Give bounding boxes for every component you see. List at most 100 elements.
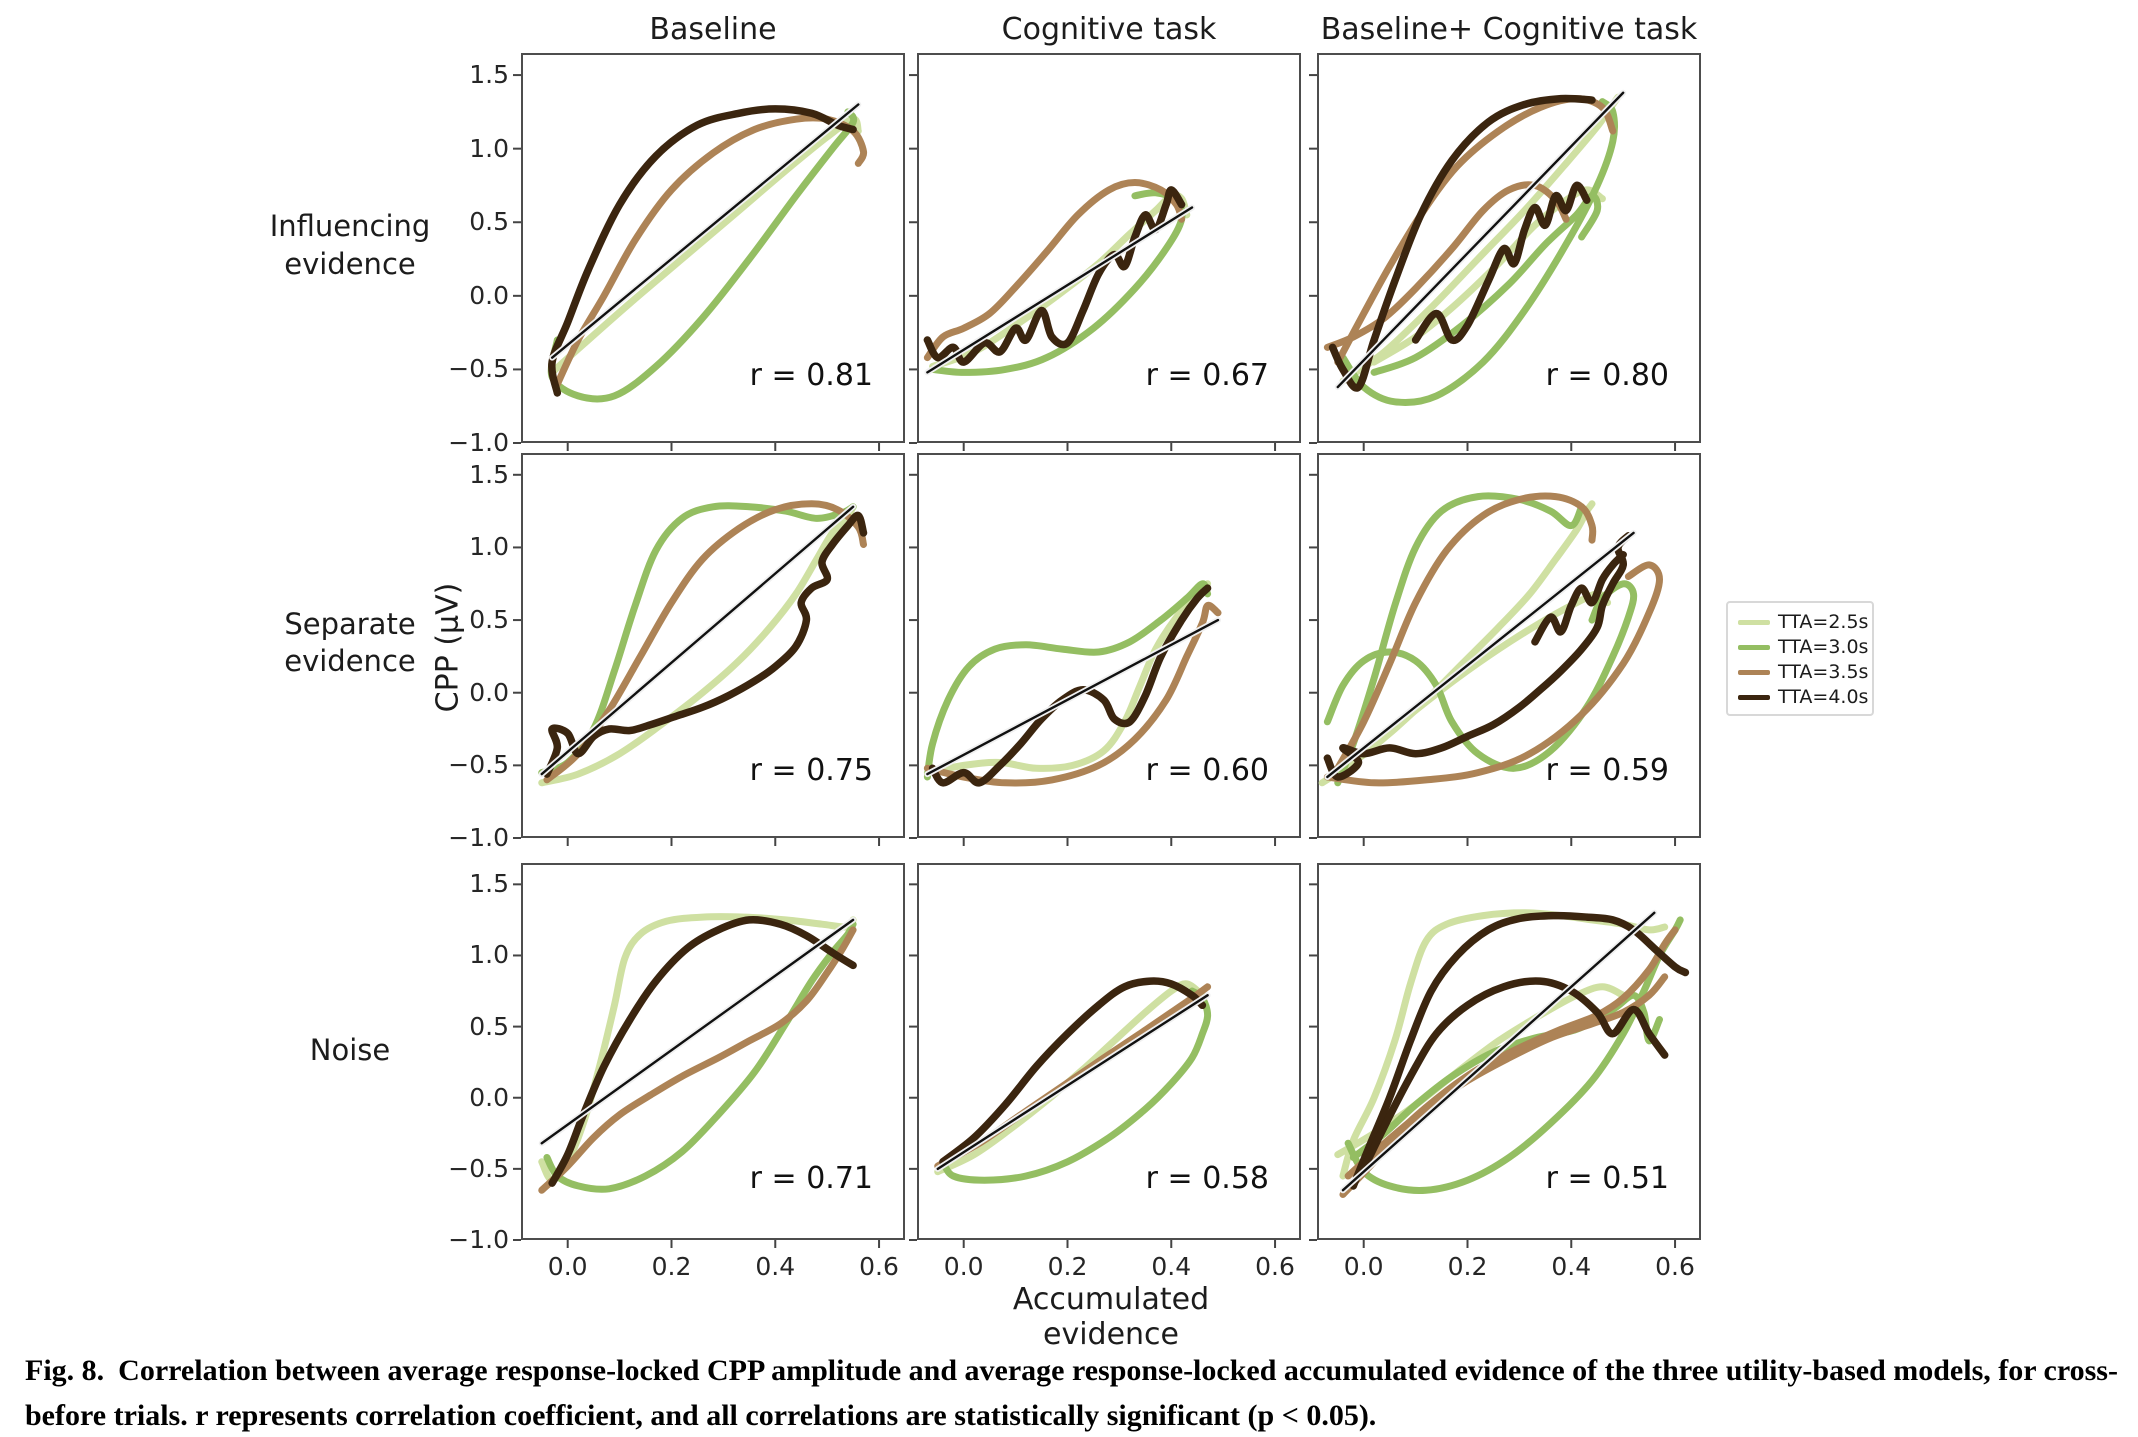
figure-caption-line1: Correlation between average response-loc… <box>118 1354 2118 1387</box>
axis-ticks <box>909 473 1277 846</box>
x-tick-label: 0.2 <box>1047 1252 1088 1281</box>
regression-line <box>936 994 1209 1171</box>
curve-tta-30 <box>939 987 1212 1184</box>
curve-tta-35 <box>543 500 867 784</box>
axis-ticks <box>1309 74 1677 451</box>
y-tick-label: 0.0 <box>469 280 509 310</box>
x-axis-label: Accumulated evidence <box>1012 1282 1210 1352</box>
curve-tta-35 <box>1323 181 1570 351</box>
correlation-value: r = 0.75 <box>749 753 873 788</box>
axis-ticks <box>513 883 881 1248</box>
y-tick-label: 1.5 <box>469 60 509 90</box>
y-tick-label: 0.5 <box>469 1011 509 1041</box>
legend-swatch-tta-2-5s <box>1738 619 1770 625</box>
axis-ticks <box>909 74 1277 451</box>
curve-tta-30 <box>547 108 858 403</box>
curve-tta-40 <box>923 186 1186 366</box>
legend-item-label: TTA=2.5s <box>1778 611 1869 633</box>
y-tick-label: 1.5 <box>469 459 509 489</box>
panel-border <box>917 53 1301 443</box>
legend-item: TTA=2.5s <box>1738 611 1868 633</box>
curve-tta-35 <box>923 601 1222 787</box>
panel-baseline-noise: r = 0.71 <box>513 863 905 1248</box>
legend-item-label: TTA=3.5s <box>1778 661 1869 683</box>
regression-line <box>1336 91 1625 389</box>
curve-tta-40 <box>1359 977 1669 1173</box>
legend-item-label: TTA=4.0s <box>1778 686 1869 708</box>
legend-item-label: TTA=3.0s <box>1778 636 1869 658</box>
panel-border <box>917 863 1301 1240</box>
legend: TTA=2.5s TTA=3.0s TTA=3.5s TTA=4.0s <box>1726 601 1874 716</box>
curve-tta-40 <box>1323 532 1633 781</box>
panel-baseline-cognitive-task-separate-evidence: r = 0.59 <box>1309 453 1701 846</box>
x-tick-label: 0.2 <box>651 1252 692 1281</box>
correlation-value: r = 0.58 <box>1145 1161 1269 1196</box>
regression-line <box>926 206 1194 374</box>
y-tick-label: 1.0 <box>469 940 509 970</box>
panel-cognitive-task-separate-evidence: r = 0.60 <box>909 453 1301 846</box>
y-tick-label: −0.5 <box>448 750 509 780</box>
column-title: Baseline+ Cognitive task <box>1320 12 1698 47</box>
panel-border <box>1317 53 1701 443</box>
legend-swatch-tta-3-0s <box>1738 644 1770 650</box>
y-tick-label: 0.5 <box>469 605 509 635</box>
curve-tta-40 <box>1411 181 1591 345</box>
curve-tta-35 <box>923 179 1186 362</box>
axis-ticks <box>1309 473 1677 846</box>
legend-item: TTA=4.0s <box>1738 686 1868 708</box>
curve-tta-30 <box>1323 580 1638 772</box>
curve-tta-35 <box>1334 492 1597 772</box>
curve-tta-35 <box>1344 973 1669 1180</box>
curve-tta-35 <box>538 926 857 1194</box>
correlation-value: r = 0.60 <box>1145 753 1269 788</box>
regression-line <box>550 103 860 359</box>
figure-caption-number: Fig. 8. <box>25 1354 105 1387</box>
y-tick-label: 1.5 <box>469 869 509 899</box>
x-tick-label: 0.4 <box>755 1252 796 1281</box>
curve-tta-30 <box>1370 192 1602 376</box>
column-title: Cognitive task <box>1001 12 1217 47</box>
correlation-value: r = 0.81 <box>749 358 873 393</box>
curve-tta-40 <box>543 511 868 778</box>
curve-tta-25 <box>538 503 857 787</box>
x-tick-label: 0.4 <box>1151 1252 1192 1281</box>
y-tick-label: −1.0 <box>448 1225 509 1254</box>
x-tick-label: 0.4 <box>1551 1252 1592 1281</box>
curve-tta-25 <box>923 580 1212 777</box>
x-tick-label: 0.2 <box>1447 1252 1488 1281</box>
regression-line <box>1326 531 1635 779</box>
row-label: Influencing evidence <box>269 209 431 281</box>
figure-caption-line2: before trials. r represents correlation … <box>25 1399 1377 1432</box>
curve-tta-40 <box>1328 94 1596 392</box>
panel-baseline-cognitive-task-influencing-evidence: r = 0.80 <box>1309 53 1701 451</box>
x-tick-label: 0.0 <box>547 1252 588 1281</box>
curve-tta-40 <box>1531 550 1627 646</box>
legend-swatch-tta-3-5s <box>1738 669 1770 675</box>
panel-cognitive-task-influencing-evidence: r = 0.67 <box>909 53 1301 451</box>
curve-tta-35 <box>1323 561 1663 787</box>
row-label: Noise <box>309 1032 391 1067</box>
panel-border <box>521 863 905 1240</box>
correlation-value: r = 0.67 <box>1145 358 1269 393</box>
y-tick-label: 1.0 <box>469 532 509 562</box>
y-tick-label: −0.5 <box>448 354 509 384</box>
column-title: Baseline <box>649 12 777 47</box>
correlation-value: r = 0.80 <box>1545 358 1669 393</box>
regression-line <box>540 918 855 1145</box>
y-tick-label: −1.0 <box>448 428 509 457</box>
panel-border <box>1317 453 1701 838</box>
panel-border <box>521 53 905 443</box>
curve-tta-30 <box>543 920 857 1193</box>
regression-line <box>926 618 1220 776</box>
axis-ticks <box>513 74 881 451</box>
panel-cognitive-task-noise: r = 0.58 <box>909 863 1301 1248</box>
x-tick-label: 0.6 <box>1255 1252 1295 1281</box>
x-tick-label: 0.0 <box>943 1252 984 1281</box>
legend-swatch-tta-4-0s <box>1738 694 1770 700</box>
row-label: Separate evidence <box>284 606 416 679</box>
curve-tta-40 <box>1349 911 1690 1190</box>
figure-caption: Fig. 8. Correlation between average respo… <box>25 1348 2121 1437</box>
x-tick-label: 0.6 <box>859 1252 899 1281</box>
y-tick-label: 0.0 <box>469 677 509 707</box>
